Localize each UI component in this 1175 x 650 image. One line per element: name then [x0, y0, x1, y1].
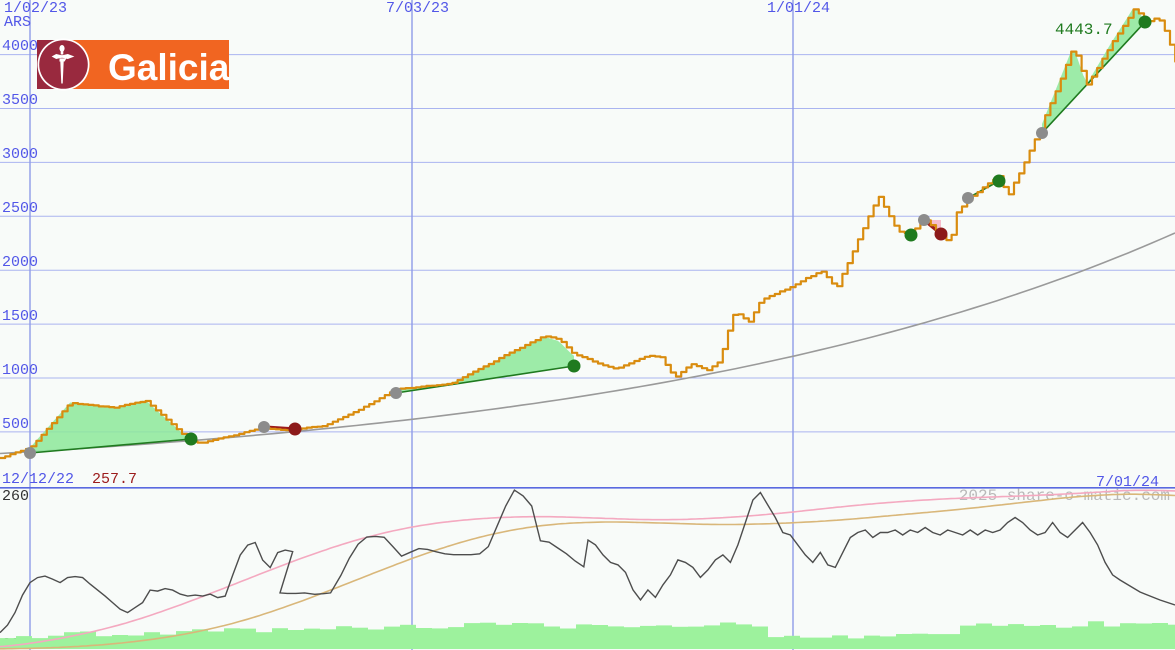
svg-text:3500: 3500: [2, 92, 38, 109]
svg-text:7/03/23: 7/03/23: [386, 0, 449, 17]
svg-text:500: 500: [2, 416, 29, 433]
svg-text:4443.7: 4443.7: [1055, 21, 1113, 39]
svg-text:257.7: 257.7: [92, 471, 137, 488]
svg-text:Galicia: Galicia: [108, 47, 230, 88]
svg-text:3000: 3000: [2, 146, 38, 163]
svg-text:1500: 1500: [2, 308, 38, 325]
svg-text:2500: 2500: [2, 200, 38, 217]
svg-text:1/01/24: 1/01/24: [767, 0, 830, 17]
svg-text:260: 260: [2, 488, 29, 505]
svg-text:4000: 4000: [2, 38, 38, 55]
svg-text:1000: 1000: [2, 362, 38, 379]
svg-text:2000: 2000: [2, 254, 38, 271]
svg-text:ARS: ARS: [4, 14, 31, 31]
svg-text:12/12/22: 12/12/22: [2, 471, 74, 488]
